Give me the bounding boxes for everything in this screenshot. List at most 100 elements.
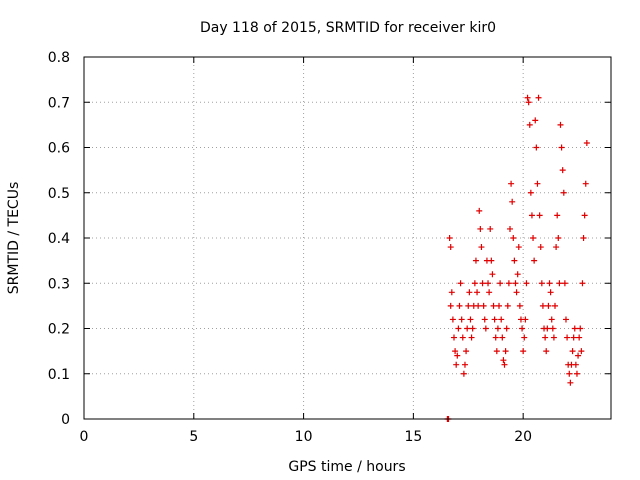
- data-point: [581, 212, 588, 219]
- data-point: [577, 325, 584, 332]
- data-point: [515, 244, 522, 251]
- data-point: [566, 370, 573, 377]
- data-point: [446, 235, 453, 241]
- y-tick-label: 0.8: [48, 50, 70, 66]
- data-point: [506, 225, 513, 232]
- data-point: [561, 280, 568, 287]
- data-point: [476, 207, 483, 214]
- data-point: [510, 235, 517, 241]
- data-point: [460, 370, 467, 377]
- x-axis-label: GPS time / hours: [288, 459, 405, 475]
- data-point: [579, 280, 586, 287]
- data-point: [534, 180, 541, 187]
- x-tick-label: 20: [514, 429, 532, 445]
- data-point: [535, 94, 542, 101]
- data-point: [486, 289, 493, 296]
- data-point: [520, 348, 527, 355]
- x-tick-label: 5: [189, 429, 198, 445]
- data-point: [547, 289, 554, 296]
- data-point: [560, 189, 567, 196]
- data-point: [508, 180, 515, 187]
- data-point: [488, 257, 495, 264]
- data-point: [454, 352, 461, 359]
- data-point: [573, 370, 580, 377]
- data-point: [528, 212, 535, 219]
- data-points: [444, 94, 590, 422]
- y-tick-label: 0.7: [48, 95, 70, 111]
- data-point: [464, 325, 471, 332]
- data-point: [490, 302, 497, 309]
- data-point: [469, 325, 476, 332]
- data-point: [459, 334, 466, 341]
- data-point: [536, 212, 543, 219]
- data-point: [575, 352, 582, 359]
- data-point: [499, 334, 506, 341]
- data-point: [580, 235, 587, 241]
- data-point: [571, 325, 578, 332]
- x-tick-label: 15: [404, 429, 422, 445]
- data-point: [475, 302, 482, 309]
- data-point: [467, 316, 474, 323]
- data-point: [471, 280, 478, 287]
- data-point: [537, 244, 544, 251]
- data-point: [513, 289, 520, 296]
- chart-title: Day 118 of 2015, SRMTID for receiver kir…: [200, 20, 496, 36]
- x-tick-label: 10: [295, 429, 313, 445]
- data-point: [487, 225, 494, 232]
- data-point: [512, 280, 519, 287]
- data-point: [497, 280, 504, 287]
- data-point: [489, 271, 496, 278]
- data-point: [578, 348, 585, 355]
- data-point: [583, 139, 590, 146]
- data-point: [503, 325, 510, 332]
- data-point: [480, 302, 487, 309]
- data-point: [533, 144, 540, 151]
- data-point: [501, 361, 508, 368]
- data-point: [472, 257, 479, 264]
- data-point: [505, 280, 512, 287]
- data-point: [542, 334, 549, 341]
- y-tick-label: 0.4: [48, 231, 70, 247]
- data-point: [466, 289, 473, 296]
- data-point: [516, 302, 523, 309]
- data-point: [532, 117, 539, 124]
- data-point: [550, 334, 557, 341]
- y-tick-label: 0.2: [48, 322, 70, 338]
- data-point: [543, 348, 550, 355]
- y-axis-label: SRMTID / TECUs: [6, 182, 22, 295]
- data-point: [552, 302, 559, 309]
- data-point: [493, 348, 500, 355]
- data-point: [572, 361, 579, 368]
- data-point: [524, 94, 531, 101]
- data-point: [521, 334, 528, 341]
- data-point: [514, 271, 521, 278]
- data-point: [453, 361, 460, 368]
- data-point: [554, 212, 561, 219]
- data-point: [500, 357, 507, 364]
- data-point: [562, 316, 569, 323]
- data-point: [525, 99, 532, 106]
- y-tick-label: 0: [61, 412, 70, 428]
- data-point: [461, 361, 468, 368]
- data-point: [544, 325, 551, 332]
- data-point: [448, 289, 455, 296]
- data-point: [549, 325, 556, 332]
- data-point: [452, 348, 459, 355]
- data-point: [485, 280, 492, 287]
- data-point: [546, 280, 553, 287]
- data-point: [527, 189, 534, 196]
- y-axis: 0 0.1 0.2 0.3 0.4 0.5 0.6 0.7 0.8: [48, 50, 611, 428]
- data-point: [519, 325, 526, 332]
- data-point: [468, 334, 475, 341]
- data-point: [576, 334, 583, 341]
- data-point: [474, 289, 481, 296]
- data-point: [491, 316, 498, 323]
- grid-lines: [84, 57, 611, 419]
- data-point: [447, 244, 454, 251]
- data-point: [567, 379, 574, 386]
- data-point: [450, 334, 457, 341]
- data-point: [564, 334, 571, 341]
- data-point: [538, 280, 545, 287]
- x-axis: 0 5 10 15 20: [80, 57, 532, 445]
